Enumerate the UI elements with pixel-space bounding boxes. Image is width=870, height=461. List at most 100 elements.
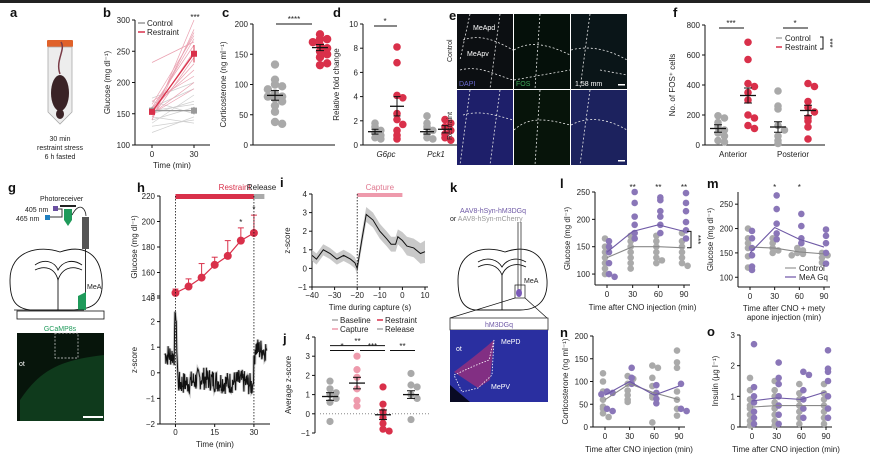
data-point <box>429 135 437 143</box>
x-axis-label: Time (min) <box>153 161 191 170</box>
data-point <box>601 265 609 272</box>
data-point <box>824 347 832 354</box>
data-point <box>326 377 334 385</box>
row-label-restraint: Restraint <box>447 112 454 140</box>
data-point <box>798 239 805 247</box>
data-point <box>750 414 758 422</box>
data-point <box>270 117 280 127</box>
y-axis-label: Glucose (mg dl⁻¹) <box>706 207 715 271</box>
panel-a: a 30 min restraint stress 6 h fasted <box>10 5 83 161</box>
y-tick-label: 200 <box>577 215 591 224</box>
y-tick-label: 200 <box>117 79 131 88</box>
data-point <box>774 87 782 95</box>
y-axis-label: z-score <box>130 346 139 373</box>
significance-marker: *** <box>693 235 702 244</box>
panel-label-h: h <box>137 180 145 195</box>
data-point <box>810 108 819 116</box>
data-point <box>804 79 812 88</box>
mean-trace-control <box>751 404 826 408</box>
data-point <box>775 359 782 366</box>
x-tick-label: Posterior <box>777 150 809 159</box>
x-axis-label: Time after CNO + mety <box>743 304 825 313</box>
data-point <box>804 117 812 125</box>
data-point <box>599 396 607 403</box>
data-point <box>332 389 340 397</box>
x-tick-label: 60 <box>654 290 663 299</box>
data-point <box>429 126 437 135</box>
y-tick-label: 8 <box>354 44 359 53</box>
data-point <box>750 393 758 400</box>
injection-site-icon <box>516 289 522 297</box>
data-point <box>653 237 660 245</box>
y-tick-label: 0 <box>731 423 736 432</box>
y-tick-label: 400 <box>687 81 701 90</box>
y-tick-label: 150 <box>235 50 249 59</box>
data-point <box>631 235 638 242</box>
y-tick-label: 100 <box>575 378 589 387</box>
y-tick-label: 150 <box>575 355 589 364</box>
data-point <box>605 270 613 278</box>
x-tick-label: 0 <box>605 290 610 299</box>
data-point <box>353 402 361 410</box>
mean-trace-control <box>604 383 680 401</box>
wavelength-465-label: 465 nm <box>16 216 40 223</box>
data-point <box>605 248 613 256</box>
panel-label-k: k <box>450 180 458 195</box>
data-point <box>673 412 681 419</box>
panel-k: k AAV8-hSyn-hM3DGq or AAV8-hSyn-mCherry … <box>449 180 549 402</box>
panel-label-m: m <box>707 176 719 191</box>
mea-target-icon <box>78 292 86 310</box>
significance-marker: *** <box>726 19 735 28</box>
legend-label-restraint: Restraint <box>785 43 818 52</box>
restraint-dapi-image <box>457 90 513 165</box>
data-point <box>684 262 691 270</box>
data-point <box>611 273 618 281</box>
data-point <box>775 380 782 388</box>
data-point <box>673 388 681 395</box>
panel-label-e: e <box>449 8 456 23</box>
panel-d: d 0 2 4 6 8 10 Relative fold change G6pc Pck1 * <box>332 5 458 159</box>
data-point <box>653 381 660 389</box>
data-point <box>744 55 752 64</box>
data-point <box>804 123 812 131</box>
x-tick-label: 0 <box>603 432 608 441</box>
y-tick-label: 800 <box>687 21 701 30</box>
data-point <box>377 135 385 143</box>
data-point <box>822 232 830 240</box>
mea-label: MeA <box>524 278 539 285</box>
data-point <box>775 420 782 428</box>
data-point <box>270 80 280 89</box>
data-point <box>649 362 656 369</box>
y-tick-label: 2 <box>731 362 736 371</box>
data-point <box>197 273 206 282</box>
data-point <box>236 236 245 245</box>
x-axis-label: apone injection (min) <box>747 313 822 322</box>
data-point <box>322 34 332 44</box>
data-point <box>682 235 690 242</box>
data-point <box>677 405 685 413</box>
x-tick-label: 0 <box>750 432 755 441</box>
data-point <box>796 420 803 428</box>
legend-label-release: Release <box>385 325 415 334</box>
mean-marker <box>191 107 197 114</box>
y-tick-label: 100 <box>720 273 734 282</box>
data-point <box>822 260 830 267</box>
mean-trace-mea-gq <box>749 226 825 254</box>
data-point <box>780 126 789 134</box>
data-point <box>379 425 387 433</box>
row-label-control: Control <box>447 39 454 62</box>
data-point <box>627 254 634 261</box>
release-bar-label: Release <box>247 183 277 192</box>
y-tick-label: 3 <box>303 209 308 218</box>
significance-marker: * <box>252 205 255 214</box>
legend-label-capture: Capture <box>340 325 369 334</box>
x-tick-label: −10 <box>373 291 387 300</box>
x-tick-label: 30 <box>625 432 634 441</box>
y-tick-label: 0 <box>354 141 359 150</box>
legend-label-restraint: Restraint <box>385 316 418 325</box>
significance-marker: * <box>773 183 776 192</box>
y-tick-label: 200 <box>235 20 249 29</box>
x-axis-label: Time after CNO injection (min) <box>589 303 697 312</box>
data-point <box>744 239 752 247</box>
